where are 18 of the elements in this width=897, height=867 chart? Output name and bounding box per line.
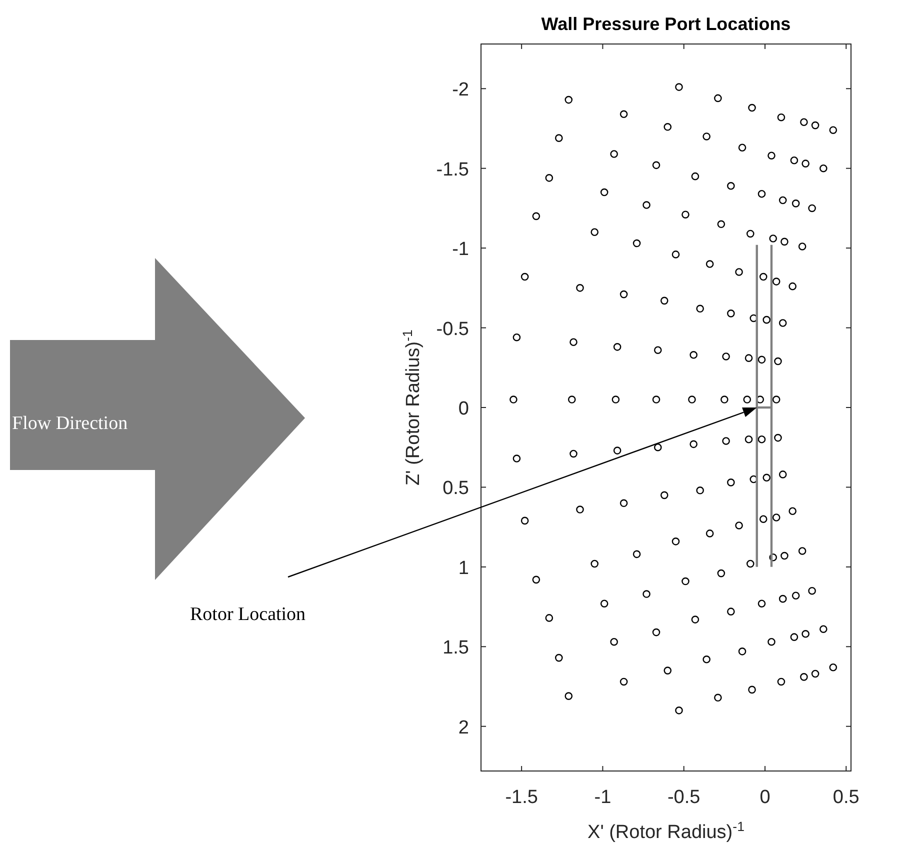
text: Rotor Location <box>190 604 306 625</box>
y-tick-label: 1 <box>458 558 469 579</box>
x-tick-label: -1 <box>594 787 612 808</box>
y-tick-label: 1.5 <box>442 638 469 659</box>
y-tick-label: -2 <box>452 80 469 101</box>
x-tick-label: -0.5 <box>667 787 700 808</box>
y-tick-label: 0 <box>458 398 469 420</box>
x-axis-title: X' (Rotor Radius)$^{-1}$ <box>588 818 744 843</box>
y-tick-label: -1.5 <box>436 159 469 180</box>
x-tick-label: 0 <box>760 787 770 808</box>
y-tick-label: -1 <box>452 239 469 260</box>
y-tick-label: 0.5 <box>442 478 469 500</box>
text: Flow Direction <box>12 413 128 434</box>
y-tick-label: 2 <box>458 717 469 738</box>
x-tick-label: 0.5 <box>832 787 860 808</box>
chart-title: Wall Pressure Port Locations <box>541 14 791 34</box>
x-tick-label: -1.5 <box>505 787 538 808</box>
y-tick-label: -0.5 <box>436 318 469 340</box>
